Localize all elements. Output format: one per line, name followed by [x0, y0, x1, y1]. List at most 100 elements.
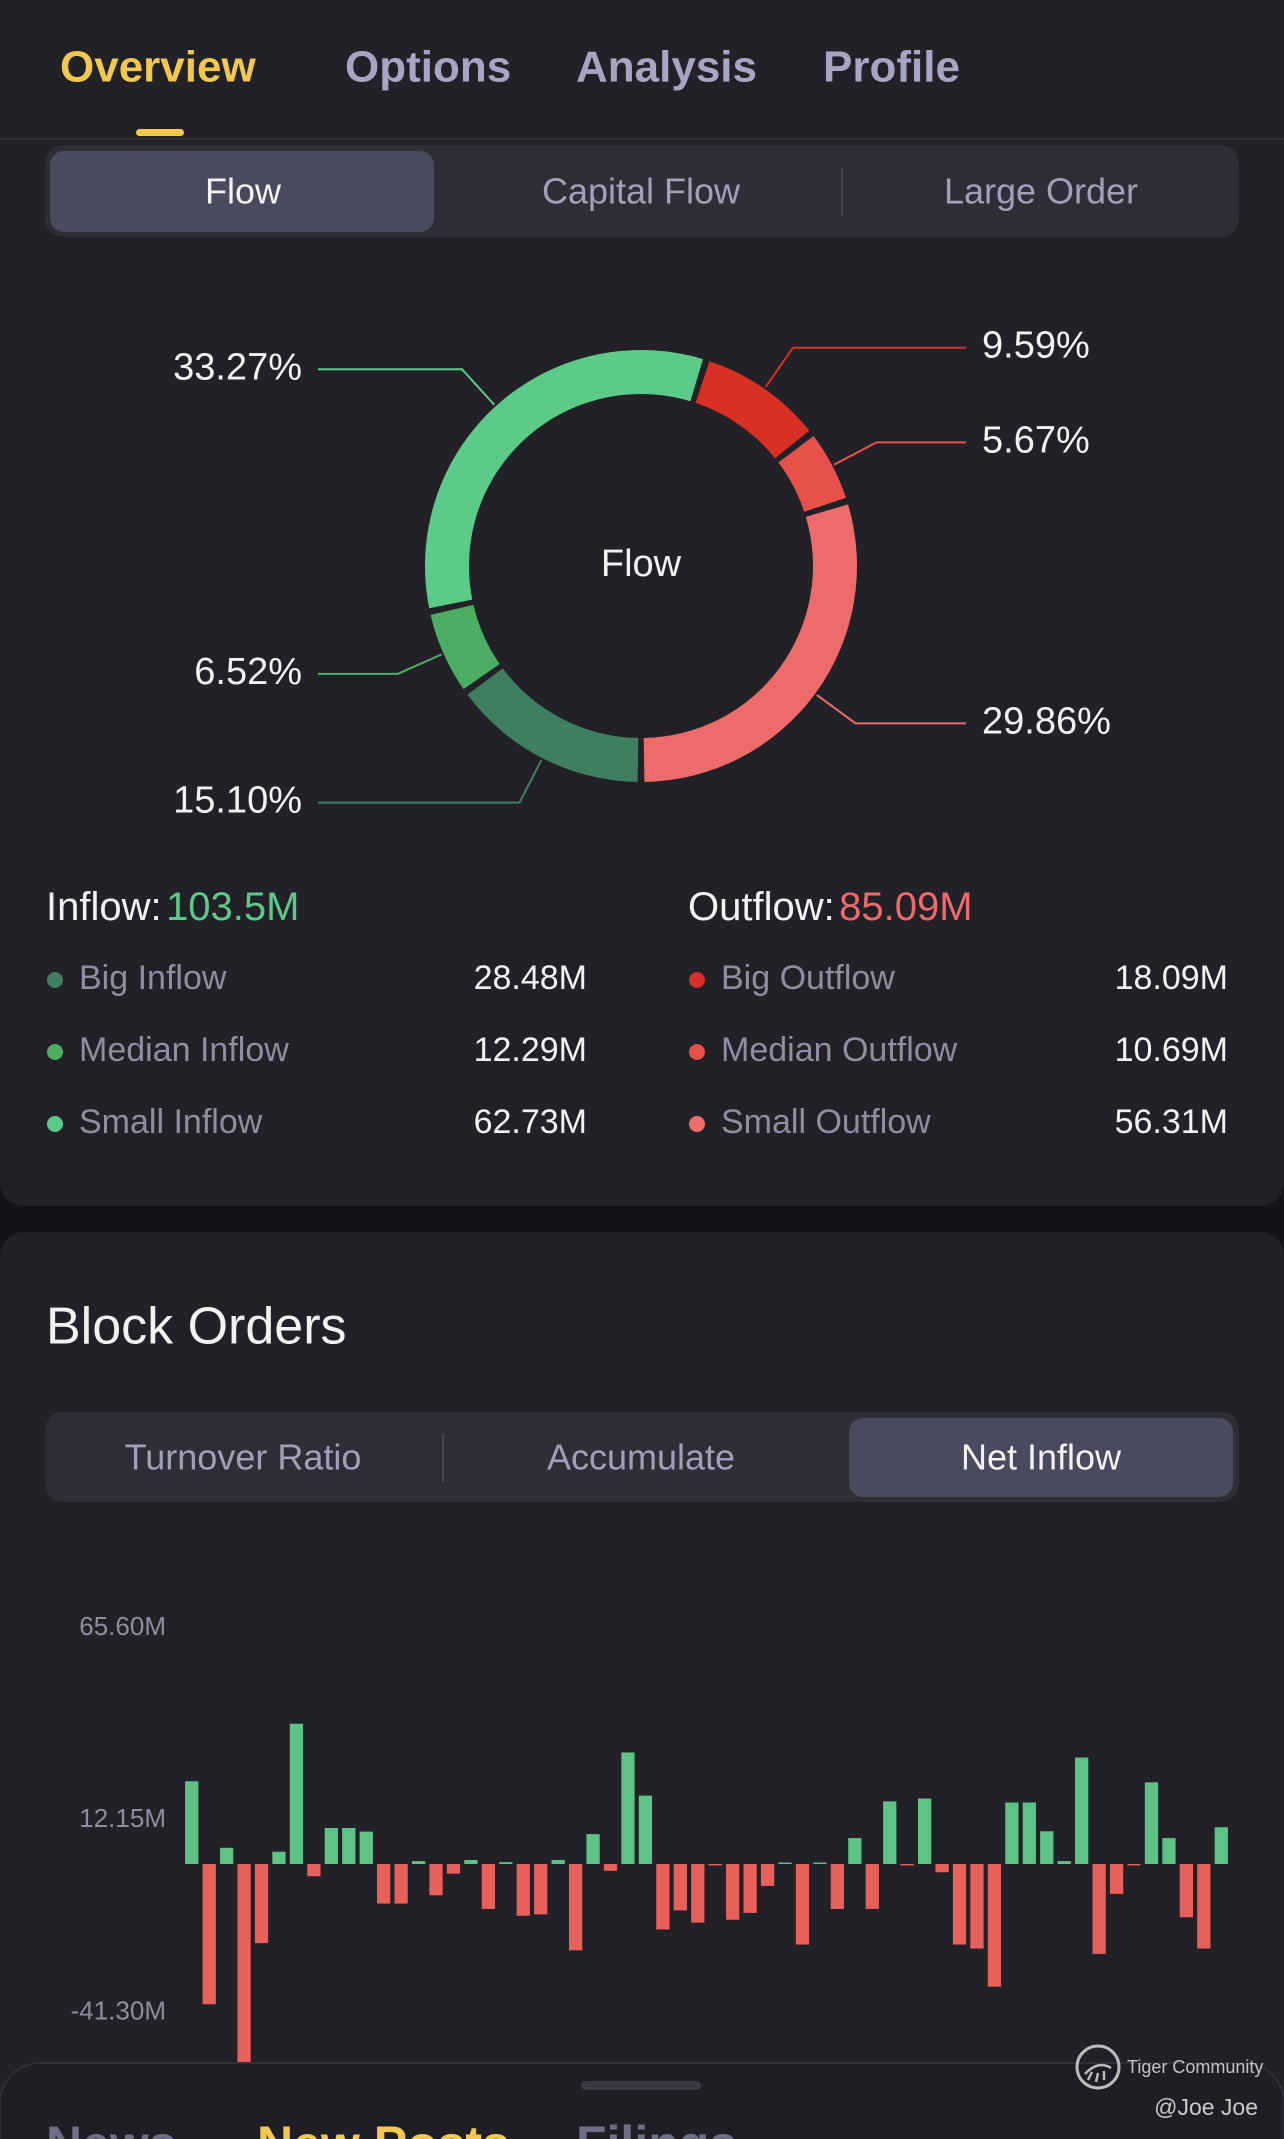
bar	[1040, 1831, 1054, 1864]
segment[interactable]: Large Order	[944, 171, 1138, 212]
tab[interactable]: Overview	[60, 43, 256, 92]
legend-dot	[689, 1116, 705, 1132]
bar	[307, 1863, 321, 1877]
bar	[237, 1863, 251, 2084]
tab-indicator	[136, 129, 184, 136]
segment[interactable]: Flow	[205, 171, 282, 212]
data-label: 15.10%	[173, 780, 302, 822]
bar	[1022, 1802, 1036, 1864]
bar	[377, 1863, 391, 1904]
bar	[865, 1863, 879, 1909]
leader-line	[318, 759, 543, 804]
bar	[534, 1863, 548, 1915]
bar	[970, 1863, 984, 1949]
segment-active	[50, 151, 434, 232]
bottom-tab[interactable]: Filings	[576, 2116, 737, 2139]
bar	[952, 1863, 967, 1945]
bar	[551, 1860, 565, 1864]
bar	[1075, 1757, 1089, 1864]
bar	[1214, 1827, 1228, 1864]
bar	[464, 1860, 478, 1864]
section-title: Block Orders	[46, 1298, 347, 1356]
legend-amount: 62.73M	[474, 1103, 587, 1141]
bar	[726, 1863, 740, 1920]
donut-slice	[643, 504, 857, 782]
bar	[499, 1862, 513, 1864]
bar	[411, 1861, 426, 1864]
bar	[778, 1862, 792, 1864]
bar	[1005, 1802, 1019, 1864]
bar	[568, 1863, 583, 1951]
tab[interactable]: Analysis	[576, 43, 757, 92]
bar	[324, 1828, 338, 1864]
bar	[586, 1834, 600, 1864]
legend-label: Big Inflow	[79, 959, 227, 997]
donut-slice	[430, 604, 500, 690]
bar-chart: 65.60M 12.15M -41.30M	[71, 1611, 1228, 2084]
bottom-tab[interactable]: News	[46, 2116, 177, 2139]
bar	[1162, 1838, 1176, 1864]
legend-dot	[47, 972, 63, 988]
bar	[638, 1795, 653, 1864]
bar	[1057, 1861, 1071, 1864]
tab[interactable]: Profile	[823, 43, 960, 92]
sheet-handle[interactable]	[581, 2081, 701, 2090]
bar	[481, 1863, 496, 1909]
segment-active	[849, 1418, 1233, 1497]
bar	[359, 1831, 373, 1864]
inflow-total: 103.5M	[166, 885, 299, 929]
donut-slice	[425, 350, 704, 609]
segment[interactable]: Capital Flow	[542, 171, 741, 212]
bar	[691, 1863, 705, 1923]
block-orders-card	[0, 1232, 1284, 2139]
segment[interactable]: Turnover Ratio	[125, 1437, 362, 1478]
bar	[848, 1838, 862, 1864]
legend-amount: 18.09M	[1115, 959, 1228, 997]
outflow-label-text: Outflow:	[688, 885, 835, 929]
legend-amount: 10.69M	[1115, 1031, 1228, 1069]
legend-label: Small Outflow	[721, 1103, 931, 1141]
legend-dot	[47, 1044, 63, 1060]
bottom-tab[interactable]: New Posts	[257, 2116, 510, 2139]
leader-line	[816, 694, 966, 725]
outflow-label: Outflow: 85.09M	[688, 885, 973, 929]
bar	[1179, 1863, 1194, 1918]
bar	[289, 1723, 304, 1864]
bar	[621, 1752, 635, 1864]
legend-label: Small Inflow	[79, 1103, 263, 1141]
bar	[917, 1798, 932, 1864]
donut-slice	[778, 436, 846, 512]
bar	[987, 1863, 1002, 1987]
bar	[795, 1863, 810, 1945]
watermark-user: @Joe Joe	[1154, 2094, 1258, 2120]
inflow-label-text: Inflow:	[46, 885, 162, 929]
y-tick-label: 12.15M	[79, 1803, 166, 1833]
tab[interactable]: Options	[345, 43, 511, 92]
bar	[185, 1781, 199, 1864]
donut-slice	[695, 361, 810, 459]
legend-label: Big Outflow	[721, 959, 895, 997]
segment[interactable]: Net Inflow	[961, 1437, 1122, 1478]
leader-line	[833, 441, 966, 466]
leader-line	[764, 346, 966, 388]
bar	[935, 1863, 949, 1873]
legend-dot	[689, 972, 705, 988]
bar	[1109, 1863, 1124, 1894]
donut-center-label: Flow	[601, 543, 682, 585]
segment[interactable]: Accumulate	[547, 1437, 735, 1478]
bar	[219, 1847, 234, 1864]
bar	[254, 1863, 269, 1944]
watermark: Tiger Community @Joe Joe	[1075, 2044, 1263, 2120]
y-tick-label: -41.30M	[71, 1995, 166, 2025]
bar	[429, 1863, 443, 1896]
bar	[813, 1862, 827, 1864]
flow-card	[0, 0, 1284, 1206]
bar	[202, 1863, 216, 2005]
bar	[708, 1863, 722, 1866]
legend-amount: 12.29M	[474, 1031, 587, 1069]
legend-label: Median Inflow	[79, 1031, 289, 1069]
outflow-total: 85.09M	[839, 885, 972, 929]
bar	[743, 1863, 757, 1913]
legend: Big Inflow 28.48M Median Inflow 12.29M Small…	[47, 959, 1228, 1141]
